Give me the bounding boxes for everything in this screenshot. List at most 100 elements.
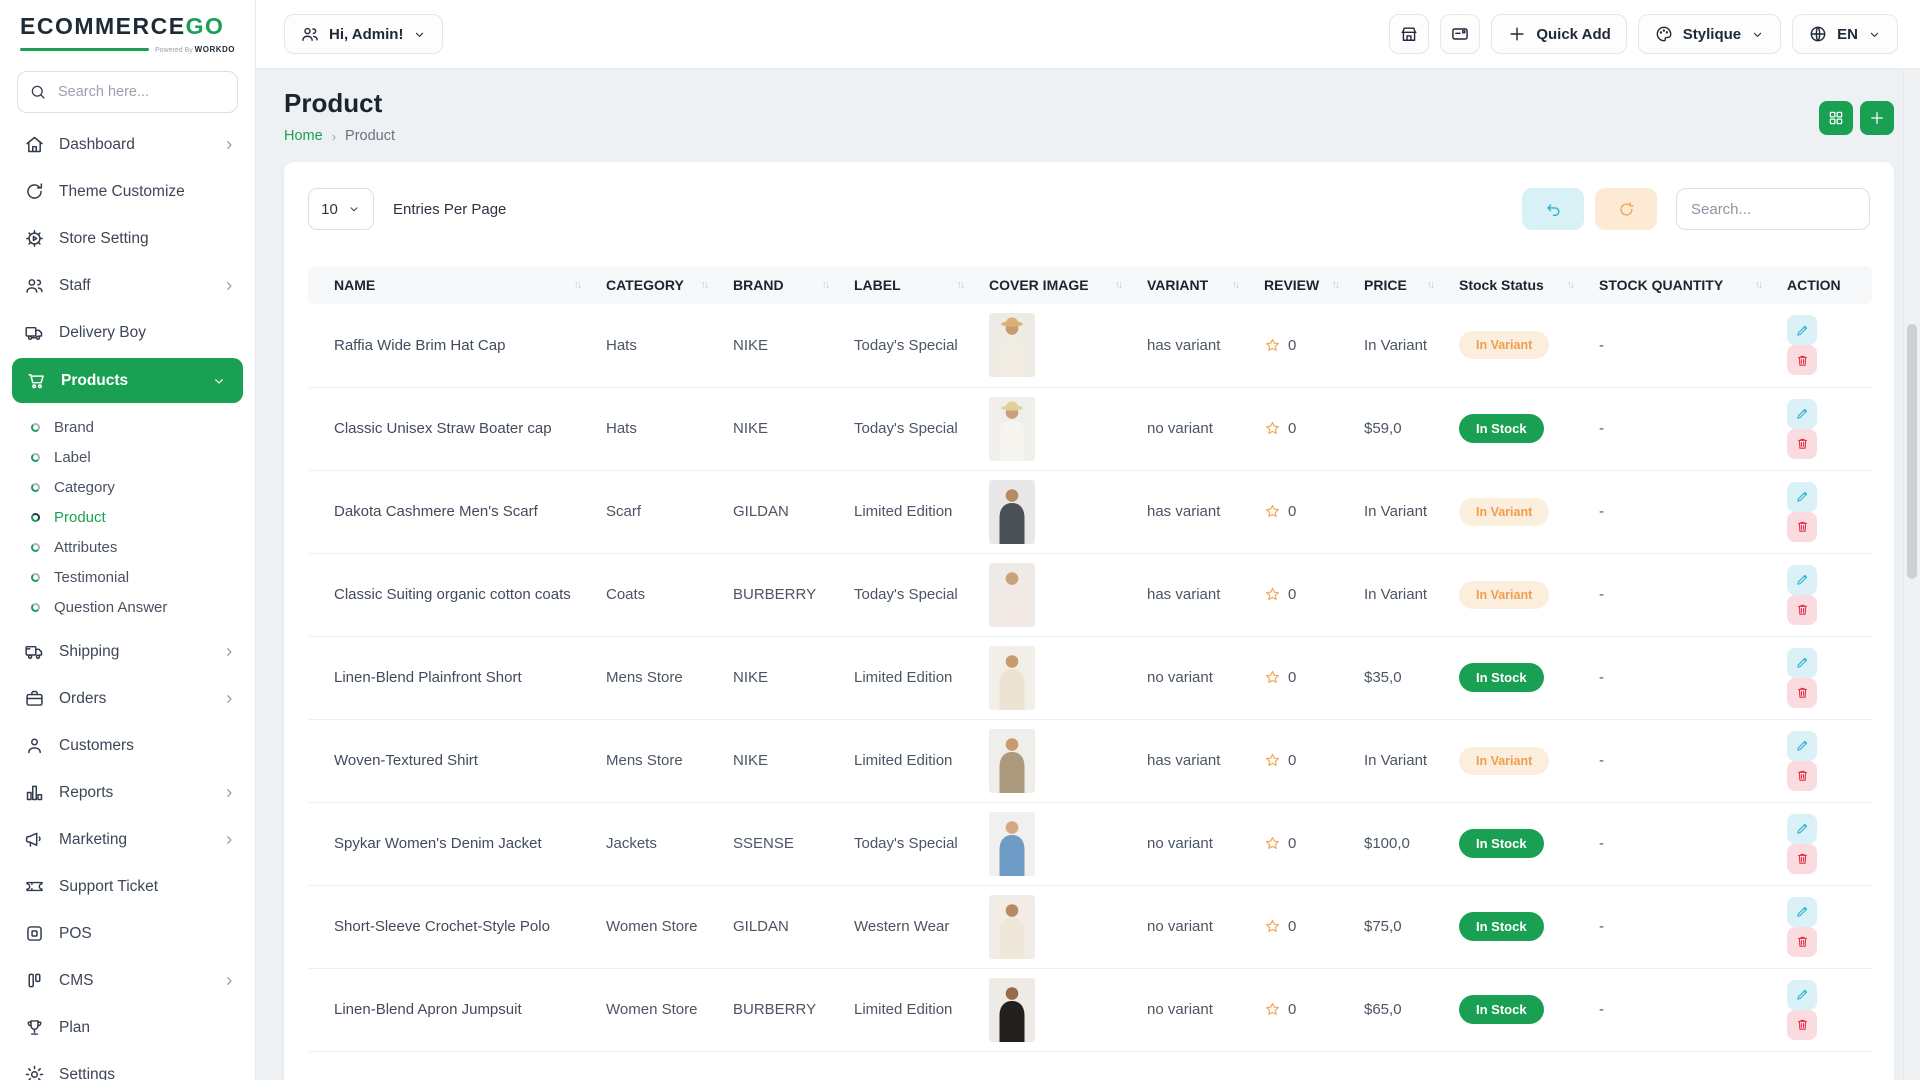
pencil-icon xyxy=(1795,904,1810,919)
sidebar-item-shipping[interactable]: Shipping xyxy=(0,628,255,675)
sort-icon[interactable]: ↑↓ xyxy=(821,279,830,291)
column-header-cover-image[interactable]: COVER IMAGE ↑↓ xyxy=(981,266,1139,304)
storefront-button[interactable] xyxy=(1389,14,1430,54)
refresh-button[interactable] xyxy=(1595,188,1657,230)
edit-button[interactable] xyxy=(1787,564,1817,595)
sort-icon[interactable]: ↑↓ xyxy=(956,279,965,291)
shipping-truck-icon xyxy=(24,641,45,662)
sidebar-subitem-product[interactable]: Product xyxy=(0,502,255,532)
brand-cell: NIKE xyxy=(725,304,846,388)
delete-button[interactable] xyxy=(1787,345,1817,376)
bullet-icon xyxy=(31,542,40,552)
sidebar-item-dashboard[interactable]: Dashboard xyxy=(0,121,255,168)
edit-button[interactable] xyxy=(1787,979,1817,1010)
sidebar-item-delivery-boy[interactable]: Delivery Boy xyxy=(0,309,255,356)
sidebar-item-cms[interactable]: CMS xyxy=(0,957,255,1004)
column-header-action[interactable]: ACTION xyxy=(1779,266,1872,304)
column-header-stock-quantity[interactable]: STOCK QUANTITY ↑↓ xyxy=(1591,266,1779,304)
edit-button[interactable] xyxy=(1787,315,1817,346)
delete-button[interactable] xyxy=(1787,428,1817,459)
sidebar-item-settings[interactable]: Settings xyxy=(0,1051,255,1080)
column-header-price[interactable]: PRICE ↑↓ xyxy=(1356,266,1451,304)
sort-icon[interactable]: ↑↓ xyxy=(1754,279,1763,291)
category-cell: Women Store xyxy=(598,968,725,1052)
sidebar-subitem-category[interactable]: Category xyxy=(0,472,255,502)
column-header-review[interactable]: REVIEW ↑↓ xyxy=(1256,266,1356,304)
edit-button[interactable] xyxy=(1787,813,1817,844)
sidebar-item-store-setting[interactable]: Store Setting xyxy=(0,215,255,262)
column-header-label[interactable]: LABEL ↑↓ xyxy=(846,266,981,304)
sidebar-item-staff[interactable]: Staff xyxy=(0,262,255,309)
sidebar-item-theme-customize[interactable]: Theme Customize xyxy=(0,168,255,215)
sidebar-item-pos[interactable]: POS xyxy=(0,910,255,957)
category-cell: Hats xyxy=(598,304,725,388)
sidebar-subitem-question-answer[interactable]: Question Answer xyxy=(0,592,255,622)
quick-add-button[interactable]: Quick Add xyxy=(1491,14,1627,54)
stock-quantity-cell: - xyxy=(1591,304,1779,388)
sort-icon[interactable]: ↑↓ xyxy=(1331,279,1340,291)
sidebar-item-orders[interactable]: Orders xyxy=(0,675,255,722)
user-menu-button[interactable]: Hi, Admin! xyxy=(284,14,444,54)
sidebar-search-input[interactable] xyxy=(17,71,238,113)
delete-button[interactable] xyxy=(1787,843,1817,874)
sort-icon[interactable]: ↑↓ xyxy=(700,279,709,291)
bar-chart-icon xyxy=(24,782,45,803)
action-cell xyxy=(1779,968,1872,1052)
sidebar-subitem-attributes[interactable]: Attributes xyxy=(0,532,255,562)
sort-icon[interactable]: ↑↓ xyxy=(1114,279,1123,291)
sidebar-item-support-ticket[interactable]: Support Ticket xyxy=(0,863,255,910)
edit-button[interactable] xyxy=(1787,398,1817,429)
sort-icon[interactable]: ↑↓ xyxy=(573,279,582,291)
breadcrumb-home-link[interactable]: Home xyxy=(284,128,323,144)
theme-style-button[interactable]: Stylique xyxy=(1637,14,1782,54)
stock-status-badge: In Stock xyxy=(1459,829,1544,858)
sidebar-item-marketing[interactable]: Marketing xyxy=(0,816,255,863)
edit-button[interactable] xyxy=(1787,896,1817,927)
sort-icon[interactable]: ↑↓ xyxy=(1231,279,1240,291)
add-product-button[interactable] xyxy=(1860,101,1894,135)
language-button[interactable]: EN xyxy=(1792,14,1898,54)
table-search-input[interactable] xyxy=(1676,188,1870,230)
action-cell xyxy=(1779,885,1872,969)
column-header-stock-status[interactable]: Stock Status ↑↓ xyxy=(1451,266,1591,304)
delete-button[interactable] xyxy=(1787,677,1817,708)
app-logo[interactable]: ECOMMERCEGO Powered By WORKDO xyxy=(0,0,255,54)
sort-icon[interactable]: ↑↓ xyxy=(1426,279,1435,291)
sidebar-item-label: CMS xyxy=(59,971,94,989)
delete-button[interactable] xyxy=(1787,594,1817,625)
undo-button[interactable] xyxy=(1522,188,1584,230)
category-cell: Coats xyxy=(598,553,725,637)
trash-icon xyxy=(1795,602,1810,617)
delete-button[interactable] xyxy=(1787,926,1817,957)
table-row: Classic Unisex Straw Boater cap Hats NIK… xyxy=(308,387,1872,471)
sidebar-item-customers[interactable]: Customers xyxy=(0,722,255,769)
review-cell: 0 xyxy=(1256,387,1356,471)
column-header-variant[interactable]: VARIANT ↑↓ xyxy=(1139,266,1256,304)
scrollbar-thumb[interactable] xyxy=(1907,324,1917,579)
sidebar-subitem-testimonial[interactable]: Testimonial xyxy=(0,562,255,592)
sidebar-subitem-label[interactable]: Label xyxy=(0,442,255,472)
label-cell: Limited Edition xyxy=(846,636,981,720)
delete-button[interactable] xyxy=(1787,760,1817,791)
edit-button[interactable] xyxy=(1787,481,1817,512)
sidebar-item-reports[interactable]: Reports xyxy=(0,769,255,816)
sidebar-item-plan[interactable]: Plan xyxy=(0,1004,255,1051)
sidebar-item-products[interactable]: Products xyxy=(12,358,243,403)
column-header-category[interactable]: CATEGORY ↑↓ xyxy=(598,266,725,304)
delete-button[interactable] xyxy=(1787,1009,1817,1040)
logo-underline xyxy=(20,48,149,51)
delete-button[interactable] xyxy=(1787,511,1817,542)
edit-button[interactable] xyxy=(1787,647,1817,678)
column-header-brand[interactable]: BRAND ↑↓ xyxy=(725,266,846,304)
edit-button[interactable] xyxy=(1787,730,1817,761)
sidebar-subitem-brand[interactable]: Brand xyxy=(0,412,255,442)
pos-icon xyxy=(24,923,45,944)
grid-view-button[interactable] xyxy=(1819,101,1853,135)
sort-icon[interactable]: ↑↓ xyxy=(1566,279,1575,291)
column-header-name[interactable]: NAME ↑↓ xyxy=(308,266,598,304)
entries-per-page-select[interactable]: 10 xyxy=(308,188,374,230)
theme-style-label: Stylique xyxy=(1682,25,1742,43)
card-button[interactable] xyxy=(1440,14,1481,54)
brand-cell: BURBERRY xyxy=(725,968,846,1052)
category-cell: Mens Store xyxy=(598,636,725,720)
